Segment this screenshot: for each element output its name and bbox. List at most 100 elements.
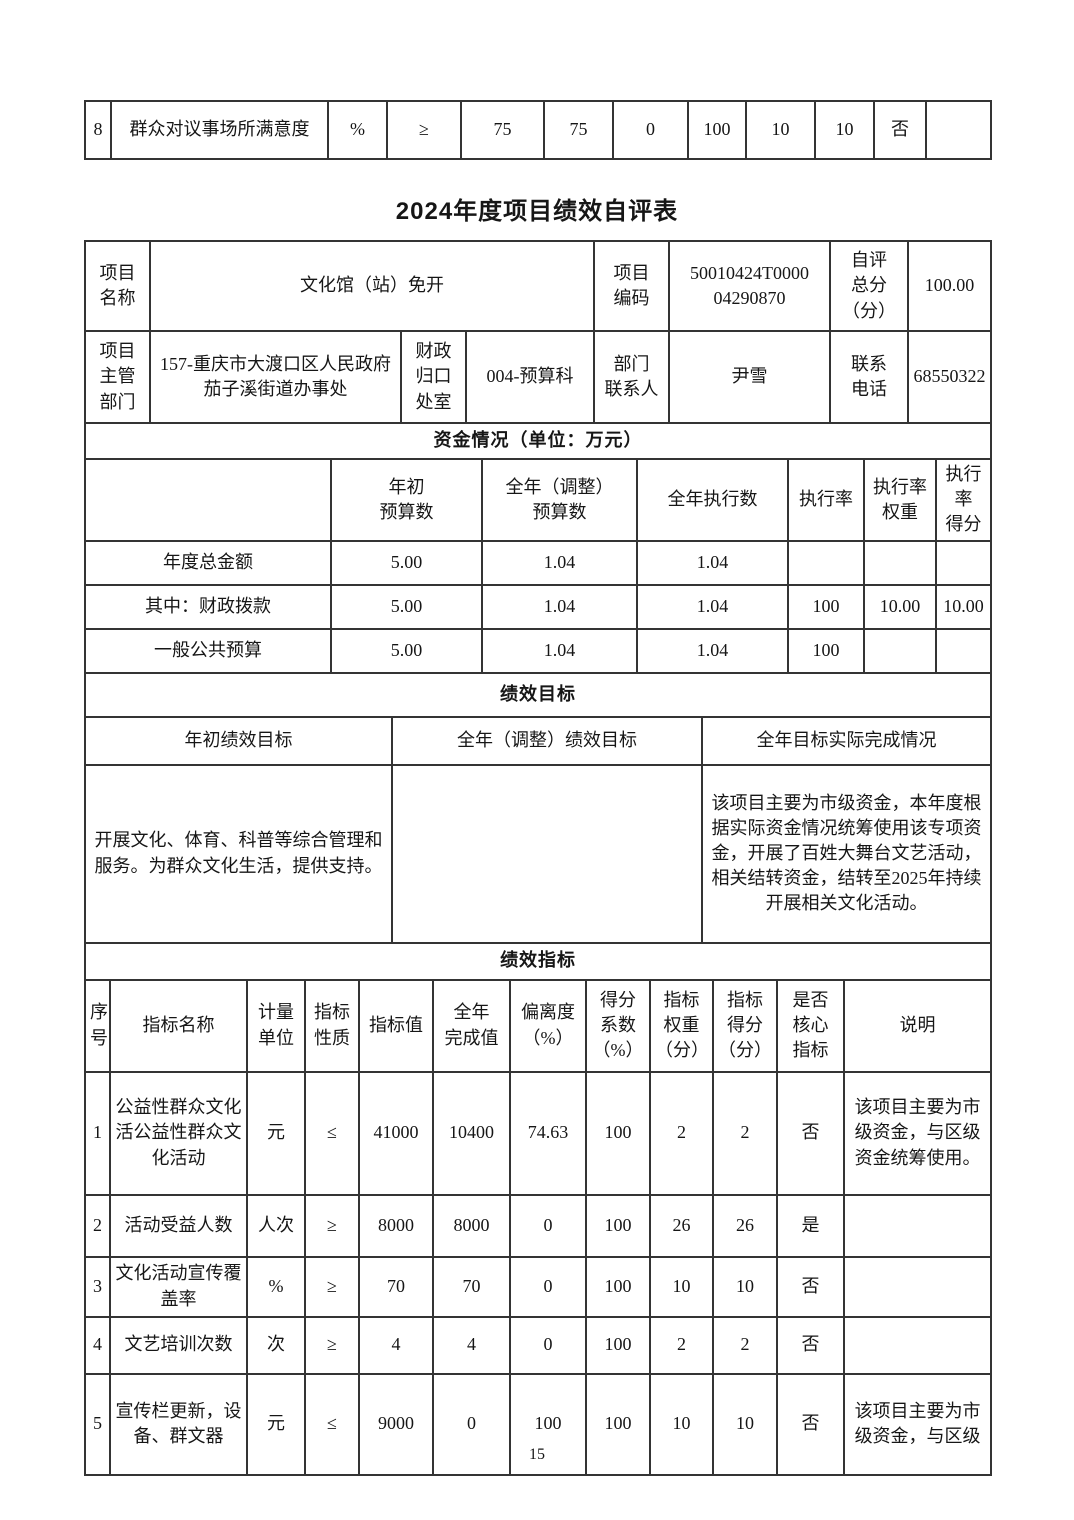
adjusted-target-cell bbox=[391, 763, 703, 944]
indicator-score-cell: 2 bbox=[712, 1070, 778, 1196]
indicator-deviation-cell: 100 bbox=[509, 1372, 587, 1476]
table-row: 年度总金额 5.00 1.04 1.04 bbox=[84, 539, 993, 586]
indicator-score-cell: 10 bbox=[712, 1255, 778, 1318]
indicators-header-deviation: 偏离度 （%） bbox=[509, 978, 587, 1073]
indicator-unit-cell: 元 bbox=[246, 1070, 306, 1196]
funding-adjusted-cell: 1.04 bbox=[481, 539, 638, 586]
funding-initial-cell: 5.00 bbox=[330, 627, 483, 674]
indicator-name-cell: 活动受益人数 bbox=[109, 1193, 248, 1258]
indicator-coefficient-cell: 100 bbox=[585, 1372, 651, 1476]
table-row: 2 活动受益人数 人次 ≥ 8000 8000 0 100 26 26 是 bbox=[84, 1193, 993, 1258]
indicator-nature-cell: ≥ bbox=[304, 1193, 360, 1258]
contact-value: 尹雪 bbox=[668, 330, 832, 424]
indicator-seq-cell: 5 bbox=[84, 1372, 111, 1476]
indicator-core-cell: 否 bbox=[776, 1315, 845, 1375]
table-row: 一般公共预算 5.00 1.04 1.04 100 bbox=[84, 627, 993, 674]
indicator-nature-cell: ≤ bbox=[304, 1070, 360, 1196]
indicator-completed-cell: 8000 bbox=[432, 1193, 511, 1258]
indicator-note-cell bbox=[842, 1193, 993, 1258]
funding-initial-cell: 5.00 bbox=[330, 539, 483, 586]
page-number: 15 bbox=[529, 1446, 545, 1463]
funding-rate-cell bbox=[787, 539, 865, 586]
indicator-nature-cell: ≤ bbox=[304, 1372, 360, 1476]
table-row: 项目 名称 文化馆（站）免开 项目 编码 50010424T0000 04290… bbox=[84, 240, 993, 332]
targets-header-adjusted: 全年（调整）绩效目标 bbox=[391, 715, 703, 766]
indicator-coefficient-cell: 100 bbox=[585, 1315, 651, 1375]
indicator-target-cell: 8000 bbox=[358, 1193, 434, 1258]
indicator-deviation-cell: 74.63 bbox=[509, 1070, 587, 1196]
indicator-seq-cell: 2 bbox=[84, 1193, 111, 1258]
indicator-nature-cell: ≥ bbox=[304, 1255, 360, 1318]
indicator-target-cell: 4 bbox=[358, 1315, 434, 1375]
carryover-unit-cell: % bbox=[327, 100, 388, 160]
table-row: 年初绩效目标 全年（调整）绩效目标 全年目标实际完成情况 bbox=[84, 715, 993, 766]
indicator-score-cell: 26 bbox=[712, 1193, 778, 1258]
carryover-core-cell: 否 bbox=[873, 100, 927, 160]
dept-label: 项目 主管 部门 bbox=[84, 330, 151, 424]
funding-rate-weight-cell bbox=[863, 627, 937, 674]
funding-table: 资金情况（单位：万元） 年初 预算数 全年（调整） 预算数 全年执行数 执行率 … bbox=[83, 422, 993, 674]
table-row: 绩效指标 bbox=[83, 941, 993, 981]
self-score-label: 自评 总分 （分） bbox=[829, 240, 910, 332]
carryover-nature-cell: ≥ bbox=[386, 100, 462, 160]
carryover-deviation-cell: 0 bbox=[612, 100, 689, 160]
funding-adjusted-cell: 1.04 bbox=[481, 583, 638, 630]
funding-adjusted-cell: 1.04 bbox=[481, 627, 638, 674]
indicator-unit-cell: % bbox=[246, 1255, 306, 1318]
carryover-weight-cell: 10 bbox=[745, 100, 816, 160]
indicator-seq-cell: 1 bbox=[84, 1070, 111, 1196]
indicators-header-name: 指标名称 bbox=[109, 978, 248, 1073]
phone-value: 68550322 bbox=[907, 330, 993, 424]
phone-label: 联系 电话 bbox=[829, 330, 910, 424]
indicators-table: 绩效指标 序 号 指标名称 计量 单位 指标 性质 指标值 全年 完成值 偏离度… bbox=[83, 941, 993, 1476]
actual-completion-cell: 该项目主要为市级资金，本年度根据实际资金情况统筹使用该专项资金，开展了百姓大舞台… bbox=[700, 763, 993, 944]
finance-office-label: 财政 归口 处室 bbox=[400, 330, 467, 424]
indicators-header-note: 说明 bbox=[842, 978, 993, 1073]
table-row: 年初 预算数 全年（调整） 预算数 全年执行数 执行率 执行率 权重 执行率 得… bbox=[84, 458, 993, 542]
indicator-name-cell: 文艺培训次数 bbox=[109, 1315, 248, 1375]
indicator-seq-cell: 3 bbox=[84, 1255, 111, 1318]
indicator-unit-cell: 元 bbox=[246, 1372, 306, 1476]
self-score-value: 100.00 bbox=[907, 240, 993, 332]
table-row: 项目 主管 部门 157-重庆市大渡口区人民政府茄子溪街道办事处 财政 归口 处… bbox=[84, 330, 993, 424]
indicators-header-weight: 指标 权重 （分） bbox=[649, 978, 714, 1073]
indicator-completed-cell: 70 bbox=[432, 1255, 511, 1318]
carryover-seq-cell: 8 bbox=[84, 100, 112, 160]
indicator-coefficient-cell: 100 bbox=[585, 1070, 651, 1196]
table-row: 资金情况（单位：万元） bbox=[83, 422, 993, 460]
funding-row-label: 一般公共预算 bbox=[84, 627, 332, 674]
indicator-nature-cell: ≥ bbox=[304, 1315, 360, 1375]
targets-header-initial: 年初绩效目标 bbox=[84, 715, 393, 766]
indicator-core-cell: 否 bbox=[776, 1255, 845, 1318]
funding-rate-score-cell bbox=[934, 539, 993, 586]
indicators-header-nature: 指标 性质 bbox=[304, 978, 360, 1073]
targets-header-actual: 全年目标实际完成情况 bbox=[700, 715, 993, 766]
indicator-weight-cell: 10 bbox=[649, 1255, 714, 1318]
table-row: 序 号 指标名称 计量 单位 指标 性质 指标值 全年 完成值 偏离度 （%） … bbox=[84, 978, 993, 1073]
funding-header-rate: 执行率 bbox=[787, 458, 865, 542]
indicator-note-cell: 该项目主要为市级资金，与区级资金统筹使用。 bbox=[842, 1070, 993, 1196]
initial-target-cell: 开展文化、体育、科普等综合管理和服务。为群众文化生活，提供支持。 bbox=[84, 763, 393, 944]
funding-section-title: 资金情况（单位：万元） bbox=[83, 422, 993, 460]
indicator-name-cell: 宣传栏更新，设备、群文器 bbox=[109, 1372, 248, 1476]
table-row: 4 文艺培训次数 次 ≥ 4 4 0 100 2 2 否 bbox=[84, 1315, 993, 1375]
funding-rate-weight-cell bbox=[863, 539, 937, 586]
indicators-header-core: 是否 核心 指标 bbox=[776, 978, 845, 1073]
indicator-note-cell bbox=[842, 1315, 993, 1375]
funding-row-label: 其中：财政拨款 bbox=[84, 583, 332, 630]
funding-rate-score-cell bbox=[934, 627, 993, 674]
indicator-seq-cell: 4 bbox=[84, 1315, 111, 1375]
targets-table: 绩效目标 年初绩效目标 全年（调整）绩效目标 全年目标实际完成情况 开展文化、体… bbox=[83, 671, 993, 944]
indicator-target-cell: 9000 bbox=[358, 1372, 434, 1476]
indicator-score-cell: 2 bbox=[712, 1315, 778, 1375]
project-name-label: 项目 名称 bbox=[84, 240, 151, 332]
table-row: 开展文化、体育、科普等综合管理和服务。为群众文化生活，提供支持。 该项目主要为市… bbox=[84, 763, 993, 944]
table-row: 3 文化活动宣传覆盖率 % ≥ 70 70 0 100 10 10 否 bbox=[84, 1255, 993, 1318]
targets-section-title: 绩效目标 bbox=[83, 671, 993, 718]
indicators-header-coefficient: 得分 系数 （%） bbox=[585, 978, 651, 1073]
indicator-core-cell: 是 bbox=[776, 1193, 845, 1258]
carryover-coefficient-cell: 100 bbox=[687, 100, 747, 160]
indicator-weight-cell: 10 bbox=[649, 1372, 714, 1476]
project-code-value: 50010424T0000 04290870 bbox=[668, 240, 832, 332]
